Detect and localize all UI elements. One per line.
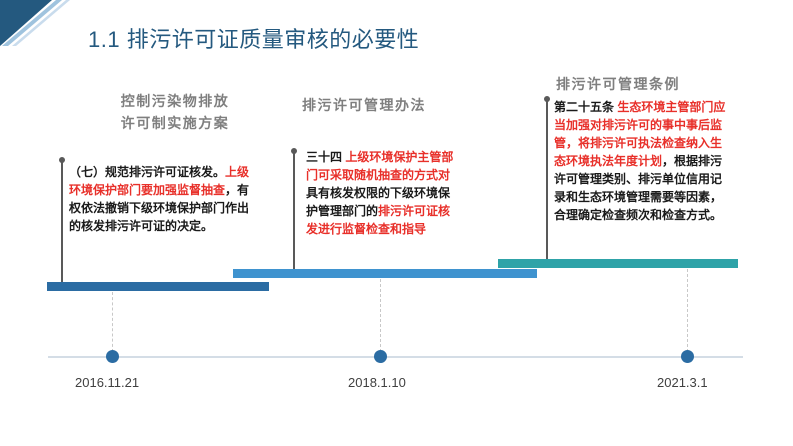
item-3-text-2: 生态环境主管部门应当加强对排污许可的事中事后监管，将排污许可执法检查纳入生态环境…	[554, 100, 726, 168]
timeline-node-2	[374, 350, 387, 363]
item-1-connector-dot	[59, 157, 65, 163]
timeline-axis	[48, 356, 743, 358]
corner-decoration	[0, 0, 70, 46]
timeline-band-2	[233, 269, 537, 278]
timeline-dashline-3	[687, 269, 688, 352]
timeline-band-1	[47, 282, 269, 291]
timeline-date-2: 2018.1.10	[348, 375, 406, 390]
timeline-node-3	[681, 350, 694, 363]
item-2-text-1: 三十四	[306, 150, 346, 164]
timeline-date-1: 2016.11.21	[75, 375, 140, 390]
item-2-text-3: 具有核发权限的下级环境保护管理部门的	[306, 186, 451, 218]
item-3-text-1: 第二十五条	[554, 100, 618, 114]
item-2-connector-dot	[291, 148, 297, 154]
item-3-connector	[546, 98, 548, 260]
item-3-heading: 排污许可管理条例	[556, 76, 680, 92]
timeline-date-3: 2021.3.1	[657, 375, 708, 390]
item-1-heading-line2: 许可制实施方案	[120, 115, 230, 131]
item-2-body: 三十四 上级环境保护主管部门可采取随机抽查的方式对具有核发权限的下级环境保护管理…	[306, 148, 458, 238]
item-3-text-3: ，根据排污许可管理类别、排污单位信用记录和生态环境管理需要等因素，合理确定检查频…	[554, 154, 723, 222]
item-1-text-2: 上级环境保护部门要加强监督抽查	[69, 165, 250, 197]
item-3-connector-dot	[544, 96, 550, 102]
timeline-node-1	[106, 350, 119, 363]
item-2-heading: 排污许可管理办法	[302, 97, 426, 113]
item-1-text-1: （七）规范排污许可证核发。	[69, 165, 226, 179]
timeline-dashline-1	[112, 292, 113, 352]
timeline-band-3	[498, 259, 738, 268]
item-1-body: （七）规范排污许可证核发。上级环境保护部门要加强监督抽查，有权依法撤销下级环境保…	[69, 163, 254, 235]
timeline-dashline-2	[380, 279, 381, 352]
item-1-heading: 控制污染物排放 许可制实施方案	[100, 90, 250, 134]
page-title: 1.1 排污许可证质量审核的必要性	[88, 27, 420, 52]
item-1-heading-line1: 控制污染物排放	[120, 93, 230, 109]
item-2-connector	[293, 150, 295, 270]
item-1-connector	[61, 160, 63, 284]
item-1-text-3: ，有权依法撤销下级环境保护部门作出的核发排污许可证的决定。	[69, 183, 250, 233]
item-2-text-4: 排污许可证核发进行监督检查和指导	[306, 204, 451, 236]
item-3-body: 第二十五条 生态环境主管部门应当加强对排污许可的事中事后监管，将排污许可执法检查…	[554, 98, 732, 224]
item-2-text-2: 上级环境保护主管部门可采取随机抽查的方式对	[306, 150, 454, 182]
